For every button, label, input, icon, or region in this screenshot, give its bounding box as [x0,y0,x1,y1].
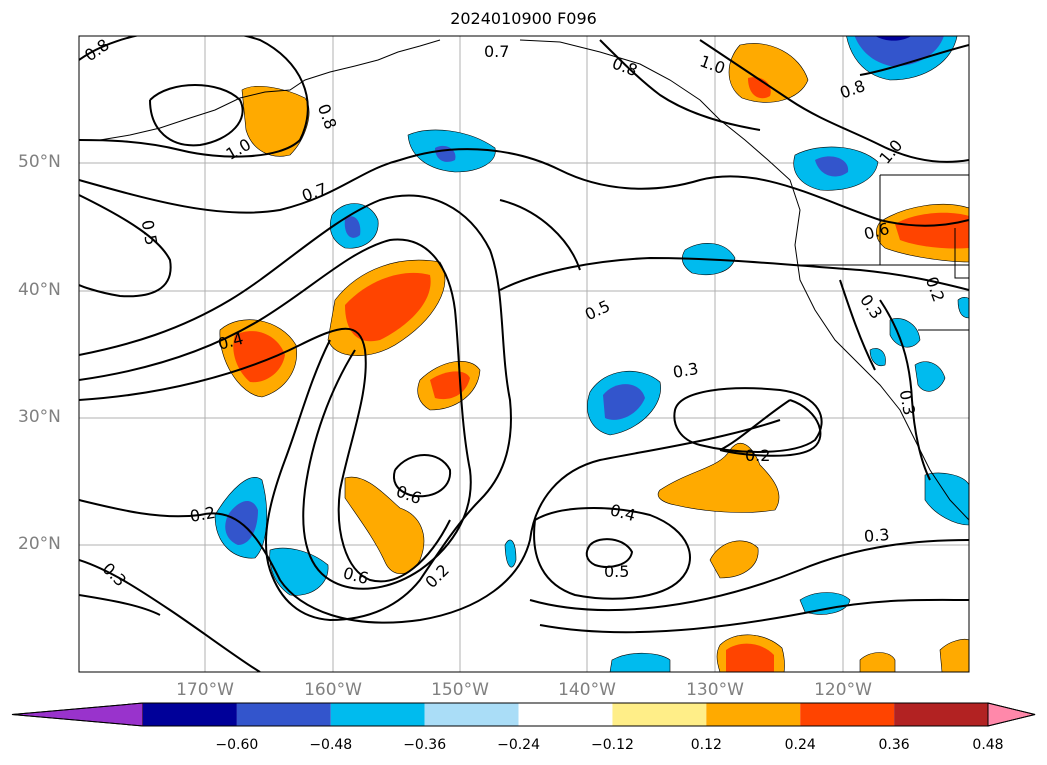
colorbar-segment [894,703,988,726]
contour-label: 0.2 [745,446,770,465]
colorbar-tick-label: 0.12 [690,737,722,753]
contour-label: 0.3 [863,525,890,546]
colorbar-extend-high [987,702,1036,727]
colorbar-extend-low [11,702,144,727]
colorbar-tick-label: 0.24 [784,737,816,753]
lat-label-30n: 30°N [18,407,61,427]
colorbar-tick-label: 0.36 [878,737,910,753]
colorbar-tick-label: −0.48 [309,737,353,753]
contour-label: 0.3 [671,359,699,382]
contour-label: 0.2 [188,503,216,526]
contour-label: 0.7 [484,42,509,61]
contours [79,36,969,672]
lon-label-160w: 160°W [304,680,362,700]
colorbar-segment [424,703,519,726]
colorbar-segment [330,703,425,726]
plot-area: 0.8 0.7 0.8 1.0 0.8 1.0 0.8 1.0 0.7 0.5 … [79,36,969,672]
colorbar-segment [236,703,331,726]
coastlines [99,39,969,521]
contour-label: 0.5 [604,562,629,581]
lat-label-20n: 20°N [18,534,61,554]
shaded-anomalies [214,36,969,672]
colorbar-tick-label: −0.36 [403,737,447,753]
lon-label-140w: 140°W [558,680,616,700]
lat-label-50n: 50°N [18,152,61,172]
colorbar-segment [800,703,895,726]
contour-label: 0.3 [896,388,919,416]
plot-frame [78,35,970,673]
colorbar-segment [143,703,237,726]
colorbar [11,702,1036,727]
colorbar-segment [518,703,613,726]
lon-label-170w: 170°W [176,680,234,700]
lat-label-40n: 40°N [18,280,61,300]
colorbar-segment [612,703,707,726]
colorbar-tick-label: −0.24 [497,737,540,753]
lon-label-120w: 120°W [814,680,872,700]
colorbar-outline [11,702,1036,727]
colorbar-segment [706,703,801,726]
colorbar-tick-label: −0.60 [215,737,259,753]
lon-label-150w: 150°W [431,680,489,700]
lon-label-130w: 130°W [686,680,744,700]
colorbar-tick-label: −0.12 [590,737,634,753]
colorbar-tick-label: 0.48 [972,737,1004,753]
map-title: 2024010900 F096 [450,9,597,28]
contour-label: 0.5 [138,218,161,246]
